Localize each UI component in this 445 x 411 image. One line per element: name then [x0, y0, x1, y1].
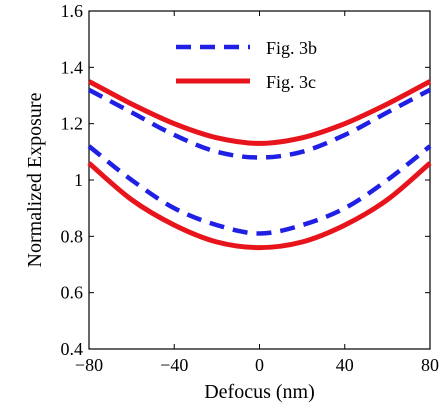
y-tick-label: 0.8 [61, 226, 84, 246]
legend-label-2: Fig. 3c [266, 72, 316, 92]
x-tick-label: −40 [160, 355, 188, 375]
legend-label-1: Fig. 3b [266, 38, 317, 58]
y-tick-label: 1 [74, 170, 83, 190]
plot-frame [88, 10, 431, 350]
series-line-2-1 [87, 79, 432, 146]
x-tick-label: 80 [421, 355, 439, 375]
y-tick-label: 1.4 [61, 57, 84, 77]
series-line-1-1 [87, 87, 432, 160]
x-tick-label: 40 [336, 355, 354, 375]
x-axis-title: Defocus (nm) [204, 381, 315, 403]
y-tick-label: 0.6 [61, 283, 84, 303]
series-line-2-2 [87, 161, 432, 251]
x-tick-label: 0 [255, 355, 264, 375]
y-tick-label: 1.2 [61, 114, 84, 134]
plot-area: −80 −40 0 40 80 0.4 0.6 0.8 1 1.2 1.4 1.6 Fig. 3b Fig… [61, 1, 440, 375]
y-tick-label: 0.4 [61, 339, 84, 359]
x-tick-label: −80 [75, 355, 103, 375]
y-axis-title: Normalized Exposure [24, 92, 46, 267]
y-tick-label: 1.6 [61, 1, 84, 21]
series-line-1-2 [87, 144, 432, 236]
